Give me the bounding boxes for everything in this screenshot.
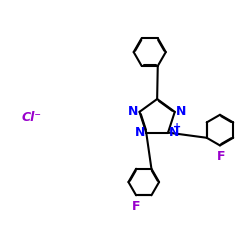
Text: N: N <box>135 126 145 139</box>
Text: N: N <box>169 126 180 139</box>
Text: N: N <box>176 105 186 118</box>
Text: Cl⁻: Cl⁻ <box>21 111 41 124</box>
Text: +: + <box>173 122 182 132</box>
Text: F: F <box>132 200 140 213</box>
Text: N: N <box>128 105 138 118</box>
Text: F: F <box>217 150 226 163</box>
